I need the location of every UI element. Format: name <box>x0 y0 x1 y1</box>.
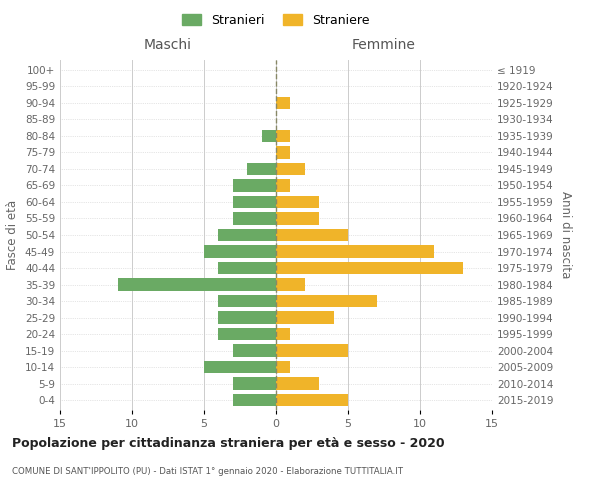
Bar <box>276 394 348 406</box>
Text: Maschi: Maschi <box>144 38 192 52</box>
Y-axis label: Fasce di età: Fasce di età <box>7 200 19 270</box>
Bar <box>233 344 276 357</box>
Bar <box>233 196 276 208</box>
Bar <box>218 328 276 340</box>
Bar <box>218 312 276 324</box>
Bar <box>276 180 290 192</box>
Bar <box>276 96 290 109</box>
Bar <box>276 146 290 158</box>
Bar <box>233 212 276 224</box>
Bar <box>276 312 334 324</box>
Bar <box>233 394 276 406</box>
Text: Femmine: Femmine <box>352 38 416 52</box>
Bar <box>276 295 377 307</box>
Bar <box>276 229 348 241</box>
Bar <box>118 278 276 290</box>
Bar <box>247 163 276 175</box>
Bar <box>276 262 463 274</box>
Bar <box>276 344 348 357</box>
Bar <box>204 246 276 258</box>
Bar <box>233 378 276 390</box>
Legend: Stranieri, Straniere: Stranieri, Straniere <box>178 8 374 32</box>
Bar <box>276 378 319 390</box>
Bar <box>276 130 290 142</box>
Bar <box>233 180 276 192</box>
Text: Popolazione per cittadinanza straniera per età e sesso - 2020: Popolazione per cittadinanza straniera p… <box>12 438 445 450</box>
Bar <box>276 278 305 290</box>
Bar <box>276 163 305 175</box>
Bar <box>218 262 276 274</box>
Y-axis label: Anni di nascita: Anni di nascita <box>559 192 572 278</box>
Bar <box>276 361 290 374</box>
Text: COMUNE DI SANT'IPPOLITO (PU) - Dati ISTAT 1° gennaio 2020 - Elaborazione TUTTITA: COMUNE DI SANT'IPPOLITO (PU) - Dati ISTA… <box>12 468 403 476</box>
Bar <box>262 130 276 142</box>
Bar <box>218 295 276 307</box>
Bar <box>276 246 434 258</box>
Bar <box>204 361 276 374</box>
Bar <box>218 229 276 241</box>
Bar <box>276 328 290 340</box>
Bar <box>276 196 319 208</box>
Bar <box>276 212 319 224</box>
